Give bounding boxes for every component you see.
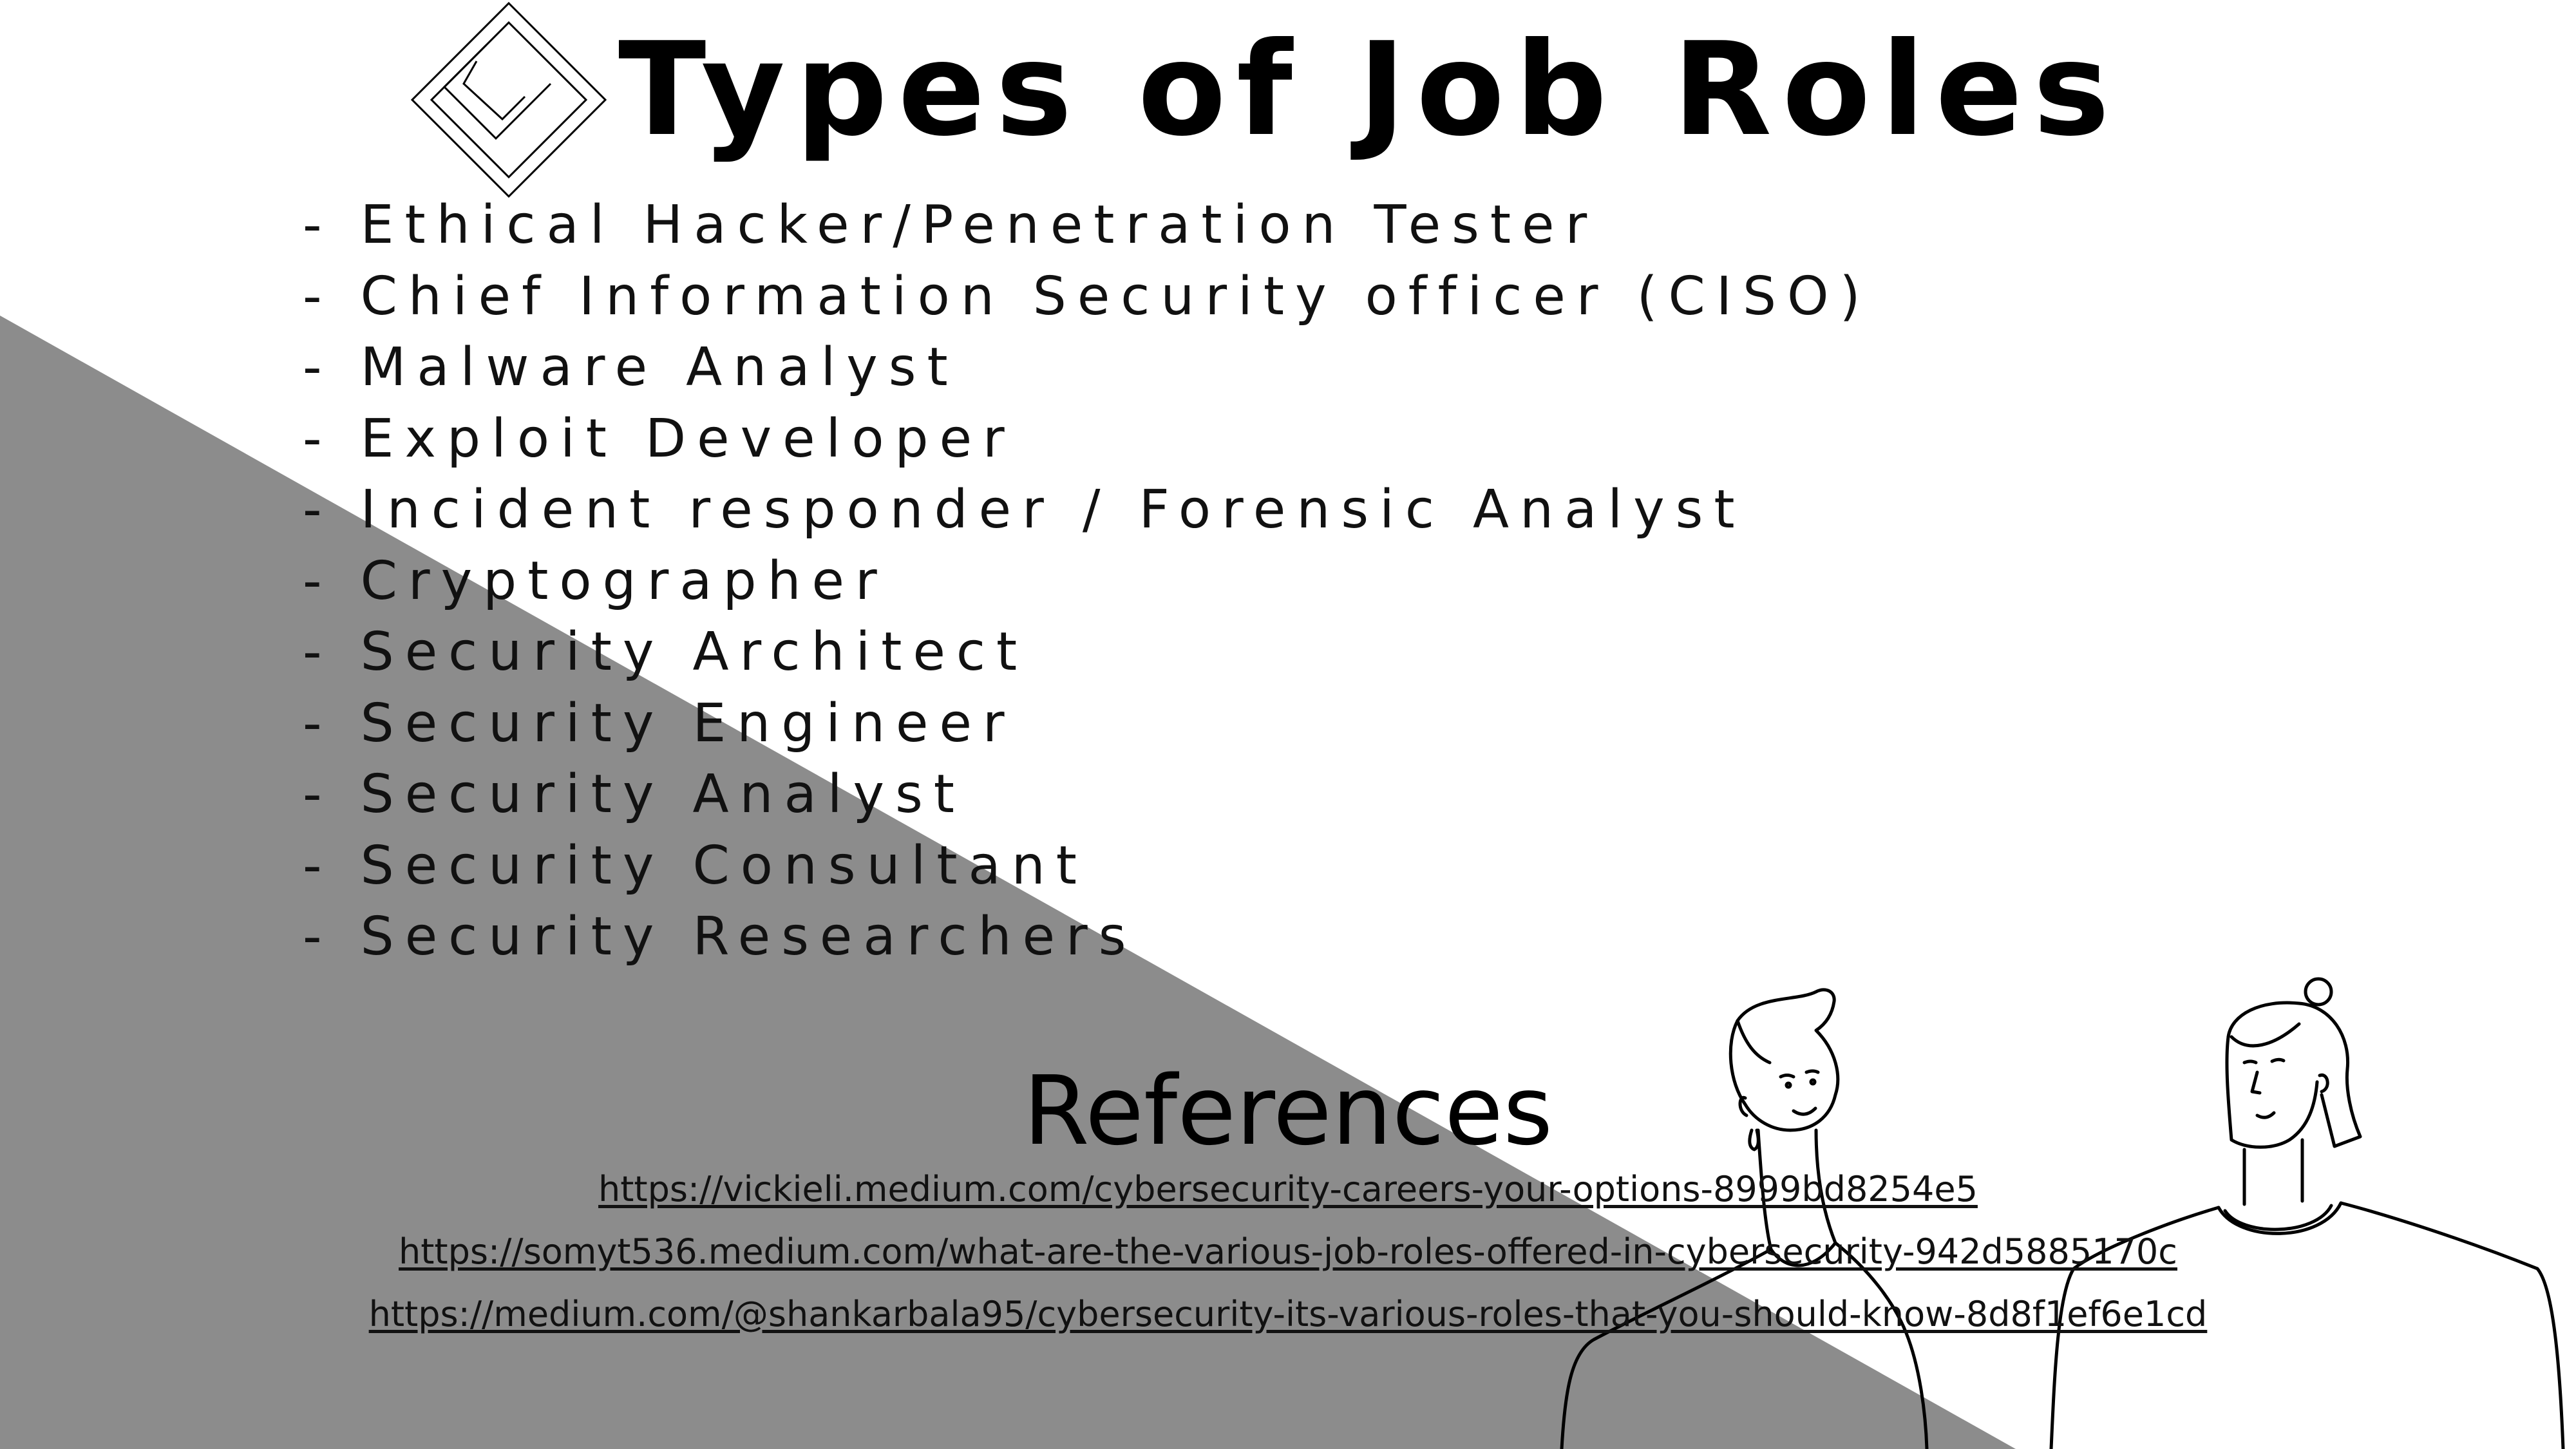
list-item: https://vickieli.medium.com/cybersecurit… [0, 1162, 2576, 1225]
diamond-logo-icon [410, 1, 607, 198]
list-item: - Security Engineer [303, 692, 1016, 754]
page-title: Types of Job Roles [618, 15, 2120, 165]
list-item: - Security Analyst [303, 764, 965, 825]
list-item: - Security Consultant [303, 835, 1088, 896]
job-roles-list: - Ethical Hacker/Penetration Tester - Ch… [303, 190, 1871, 973]
woman-head [2226, 1001, 2362, 1148]
list-item: https://medium.com/@shankarbala95/cybers… [0, 1287, 2576, 1350]
gray-triangle [0, 316, 2016, 1449]
list-item: - Malware Analyst [303, 337, 959, 398]
references-list: https://vickieli.medium.com/cybersecurit… [0, 1162, 2576, 1350]
reference-link[interactable]: https://vickieli.medium.com/cybersecurit… [598, 1169, 1978, 1209]
list-item: - Exploit Developer [303, 408, 1016, 469]
list-item: - Security Researchers [303, 906, 1137, 967]
reference-link[interactable]: https://medium.com/@shankarbala95/cybers… [368, 1294, 2208, 1334]
list-item: - Security Architect [303, 621, 1028, 683]
list-item: - Ethical Hacker/Penetration Tester [303, 194, 1598, 256]
references-heading: References [1023, 1056, 1553, 1166]
list-item: - Cryptographer [303, 550, 888, 612]
list-item: https://somyt536.medium.com/what-are-the… [0, 1225, 2576, 1287]
list-item: - Incident responder / Forensic Analyst [303, 479, 1746, 540]
list-item: - Chief Information Security officer (CI… [303, 265, 1871, 327]
reference-link[interactable]: https://somyt536.medium.com/what-are-the… [399, 1231, 2177, 1272]
two-people-illustration-icon [1560, 977, 2565, 1449]
